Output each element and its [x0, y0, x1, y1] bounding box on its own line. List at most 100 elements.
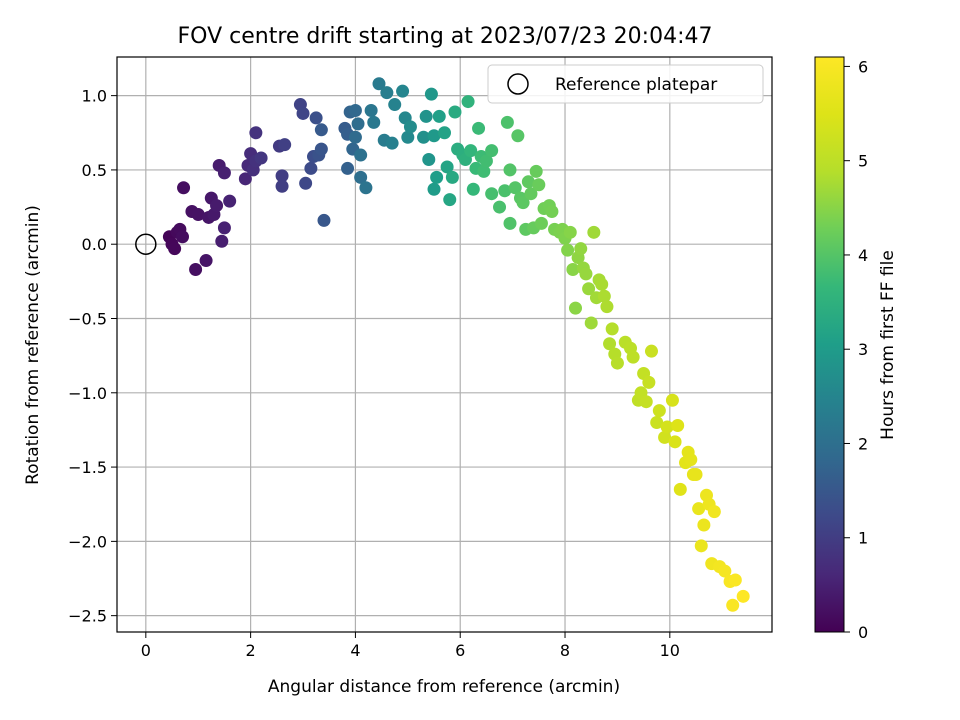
y-axis-ticks: −2.5 −2.0 −1.5 −1.0 −0.5 0.0 0.5 1.0 — [68, 87, 117, 626]
scatter-point — [532, 178, 546, 192]
scatter-point — [485, 187, 499, 201]
scatter-point — [304, 161, 318, 175]
scatter-point — [403, 120, 417, 134]
scatter-point — [644, 344, 658, 358]
scatter-point — [466, 182, 480, 196]
scatter-point — [275, 179, 289, 193]
scatter-point — [422, 153, 436, 167]
scatter-point — [472, 121, 486, 135]
scatter-point — [516, 196, 530, 210]
scatter-point — [191, 207, 205, 221]
scatter-point — [341, 161, 355, 175]
y-tick-label: 0.5 — [82, 161, 107, 180]
scatter-point — [569, 301, 582, 315]
colorbar-tick-label: 2 — [858, 434, 868, 453]
scatter-point — [485, 144, 499, 158]
colorbar-gradient — [814, 56, 845, 633]
colorbar-ticks: 0 1 2 3 4 5 6 — [844, 57, 868, 642]
scatter-point — [419, 109, 433, 123]
scatter-point — [364, 103, 378, 117]
scatter-point — [359, 181, 373, 195]
scatter-point — [367, 115, 381, 129]
scatter-point — [650, 416, 664, 430]
colorbar: 0 1 2 3 4 5 6 Hours from first FF file — [814, 56, 898, 642]
scatter-point — [448, 105, 462, 119]
y-tick-label: −1.5 — [68, 458, 107, 477]
scatter-points — [162, 77, 750, 612]
scatter-point — [443, 193, 457, 207]
scatter-point — [388, 98, 402, 112]
colorbar-tick-label: 3 — [858, 340, 868, 359]
scatter-point — [584, 316, 598, 330]
scatter-point — [424, 87, 438, 101]
scatter-point — [215, 234, 229, 248]
scatter-point — [278, 138, 292, 152]
plot-area: 0 2 4 6 8 10 −2.5 −2.0 −1.5 −1.0 −0.5 0.0 0.5 1.0 — [68, 56, 773, 660]
scatter-point — [707, 505, 721, 519]
scatter-point — [217, 221, 231, 235]
scatter-point — [401, 130, 415, 144]
plot-frame — [116, 56, 773, 633]
scatter-point — [668, 435, 682, 449]
chart-title: FOV centre drift starting at 2023/07/23 … — [178, 24, 713, 49]
scatter-point — [658, 430, 672, 444]
scatter-point — [427, 129, 441, 143]
scatter-point — [354, 170, 368, 184]
x-axis-ticks: 0 2 4 6 8 10 — [141, 632, 680, 660]
scatter-point — [684, 453, 698, 467]
scatter-point — [610, 356, 624, 370]
colorbar-tick-label: 5 — [858, 152, 868, 171]
scatter-point — [440, 160, 454, 174]
scatter-point — [380, 86, 394, 100]
scatter-point — [692, 502, 706, 516]
x-tick-label: 10 — [660, 641, 680, 660]
x-axis-label: Angular distance from reference (arcmin) — [268, 677, 620, 697]
scatter-point — [511, 129, 525, 143]
scatter-point — [309, 111, 323, 125]
x-tick-label: 2 — [246, 641, 256, 660]
scatter-point — [385, 136, 399, 150]
scatter-point — [275, 169, 289, 183]
scatter-point — [597, 289, 611, 303]
scatter-point — [493, 200, 507, 214]
scatter-point — [314, 123, 328, 137]
scatter-point — [673, 482, 687, 496]
scatter-point — [595, 277, 609, 291]
x-tick-label: 0 — [141, 641, 151, 660]
scatter-point — [396, 84, 410, 98]
scatter-point — [223, 194, 237, 208]
scatter-point — [351, 117, 365, 131]
scatter-point — [665, 393, 679, 407]
scatter-point — [521, 175, 535, 189]
scatter-point — [566, 262, 580, 276]
scatter-point — [534, 216, 548, 230]
scatter-point — [694, 539, 708, 553]
scatter-point — [176, 230, 189, 244]
scatter-point — [524, 187, 538, 201]
scatter-point — [296, 106, 310, 120]
x-tick-label: 8 — [560, 641, 570, 660]
scatter-point — [348, 130, 362, 144]
scatter-point — [529, 164, 543, 178]
scatter-point — [660, 420, 674, 434]
scatter-point — [348, 103, 362, 117]
scatter-point — [299, 176, 313, 190]
colorbar-tick-label: 0 — [858, 623, 868, 642]
scatter-point — [574, 242, 588, 256]
y-tick-label: −2.5 — [68, 607, 107, 626]
scatter-point — [217, 166, 231, 180]
scatter-point — [579, 267, 593, 281]
scatter-point — [728, 573, 742, 587]
colorbar-label: Hours from first FF file — [878, 250, 898, 440]
scatter-point — [689, 468, 703, 482]
reference-point-marker — [135, 233, 157, 255]
scatter-point — [464, 144, 478, 158]
legend: Reference platepar — [487, 64, 764, 104]
scatter-point — [652, 404, 666, 418]
scatter-point — [561, 243, 575, 257]
scatter-point — [605, 322, 619, 336]
scatter-point — [177, 181, 191, 195]
scatter-point — [587, 225, 601, 239]
scatter-point — [372, 77, 386, 91]
